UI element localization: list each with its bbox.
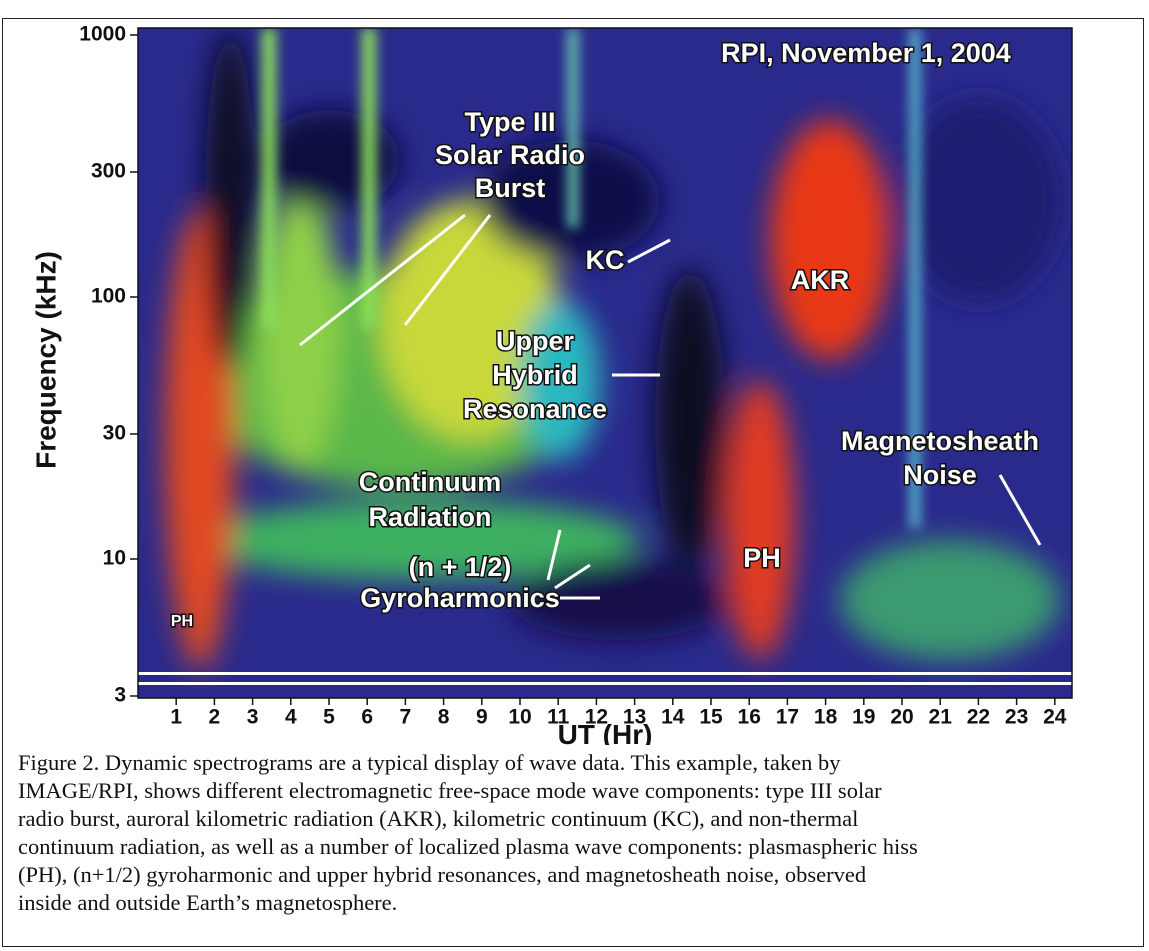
page: RPI spectrogram figure html, body { marg… xyxy=(0,0,1149,951)
x-tick-label: 16 xyxy=(738,706,761,729)
annotation-label: (n + 1/2) xyxy=(409,552,512,582)
annotation-label: PH xyxy=(743,543,781,573)
annotation-label: Hybrid xyxy=(492,360,578,390)
annotation-label: KC xyxy=(586,245,625,275)
annotation-label: Magnetosheath xyxy=(841,426,1039,456)
annotation-label: Resonance xyxy=(463,394,607,424)
x-tick-label: 12 xyxy=(585,706,608,729)
x-tick-label: 2 xyxy=(209,706,221,729)
x-tick-label: 21 xyxy=(929,706,953,729)
interference-line xyxy=(138,672,1072,675)
x-tick-label: 17 xyxy=(776,706,799,729)
annotation-label: Burst xyxy=(475,173,546,203)
annotation-label: AKR xyxy=(791,265,850,295)
y-tick-label: 30 xyxy=(103,422,126,445)
caption-line: Figure 2. Dynamic spectrograms are a typ… xyxy=(18,749,918,777)
annotation-label: Upper xyxy=(496,326,575,356)
x-tick-label: 4 xyxy=(285,706,297,729)
x-tick-label: 11 xyxy=(547,706,570,729)
x-tick-label: 7 xyxy=(400,706,412,729)
caption-line: (PH), (n+1/2) gyroharmonic and upper hyb… xyxy=(18,861,918,889)
x-tick-label: 5 xyxy=(323,706,335,729)
x-tick-label: 8 xyxy=(438,706,450,729)
x-tick-label: 1 xyxy=(170,706,182,729)
caption-line: radio burst, auroral kilometric radiatio… xyxy=(18,805,918,833)
spectrogram-figure: Frequency (kHz) UT (Hr) 1000300100301031… xyxy=(0,0,1149,745)
spectrogram xyxy=(138,28,1072,698)
x-tick-label: 6 xyxy=(361,706,373,729)
caption-line: IMAGE/RPI, shows different electromagnet… xyxy=(18,777,918,805)
x-tick-label: 19 xyxy=(852,706,875,729)
annotation-label: PH xyxy=(171,613,193,630)
annotation-label: Continuum xyxy=(359,467,501,497)
y-axis-title: Frequency (kHz) xyxy=(30,251,61,469)
x-tick-label: 9 xyxy=(476,706,488,729)
annotation-label: Solar Radio xyxy=(435,140,585,170)
x-tick-label: 23 xyxy=(1005,706,1028,729)
annotation-label: RPI, November 1, 2004 xyxy=(721,38,1011,68)
figure-caption: Figure 2. Dynamic spectrograms are a typ… xyxy=(18,749,918,917)
page-body: {"figure": { "y_axis": {"label": "Freque… xyxy=(0,0,1149,951)
y-tick-label: 1000 xyxy=(79,23,126,46)
x-tick-label: 20 xyxy=(890,706,913,729)
x-tick-label: 3 xyxy=(247,706,259,729)
x-tick-label: 10 xyxy=(508,706,531,729)
annotation-label: Gyroharmonics xyxy=(360,583,560,613)
annotation-label: Radiation xyxy=(368,502,491,532)
y-tick-label: 3 xyxy=(114,684,126,707)
y-tick-label: 300 xyxy=(91,160,126,183)
annotation-label: Noise xyxy=(903,460,977,490)
y-tick-label: 10 xyxy=(103,547,126,570)
caption-line: inside and outside Earth’s magnetosphere… xyxy=(18,889,918,917)
annotation-label: Type III xyxy=(464,107,555,137)
x-tick-label: 14 xyxy=(661,706,685,729)
y-tick-label: 100 xyxy=(91,285,126,308)
x-tick-label: 13 xyxy=(623,706,646,729)
caption-line: continuum radiation, as well as a number… xyxy=(18,833,918,861)
x-tick-label: 24 xyxy=(1043,706,1067,729)
x-tick-label: 22 xyxy=(967,706,990,729)
interference-line xyxy=(138,682,1072,685)
x-tick-label: 18 xyxy=(814,706,838,729)
x-tick-label: 15 xyxy=(699,706,723,729)
